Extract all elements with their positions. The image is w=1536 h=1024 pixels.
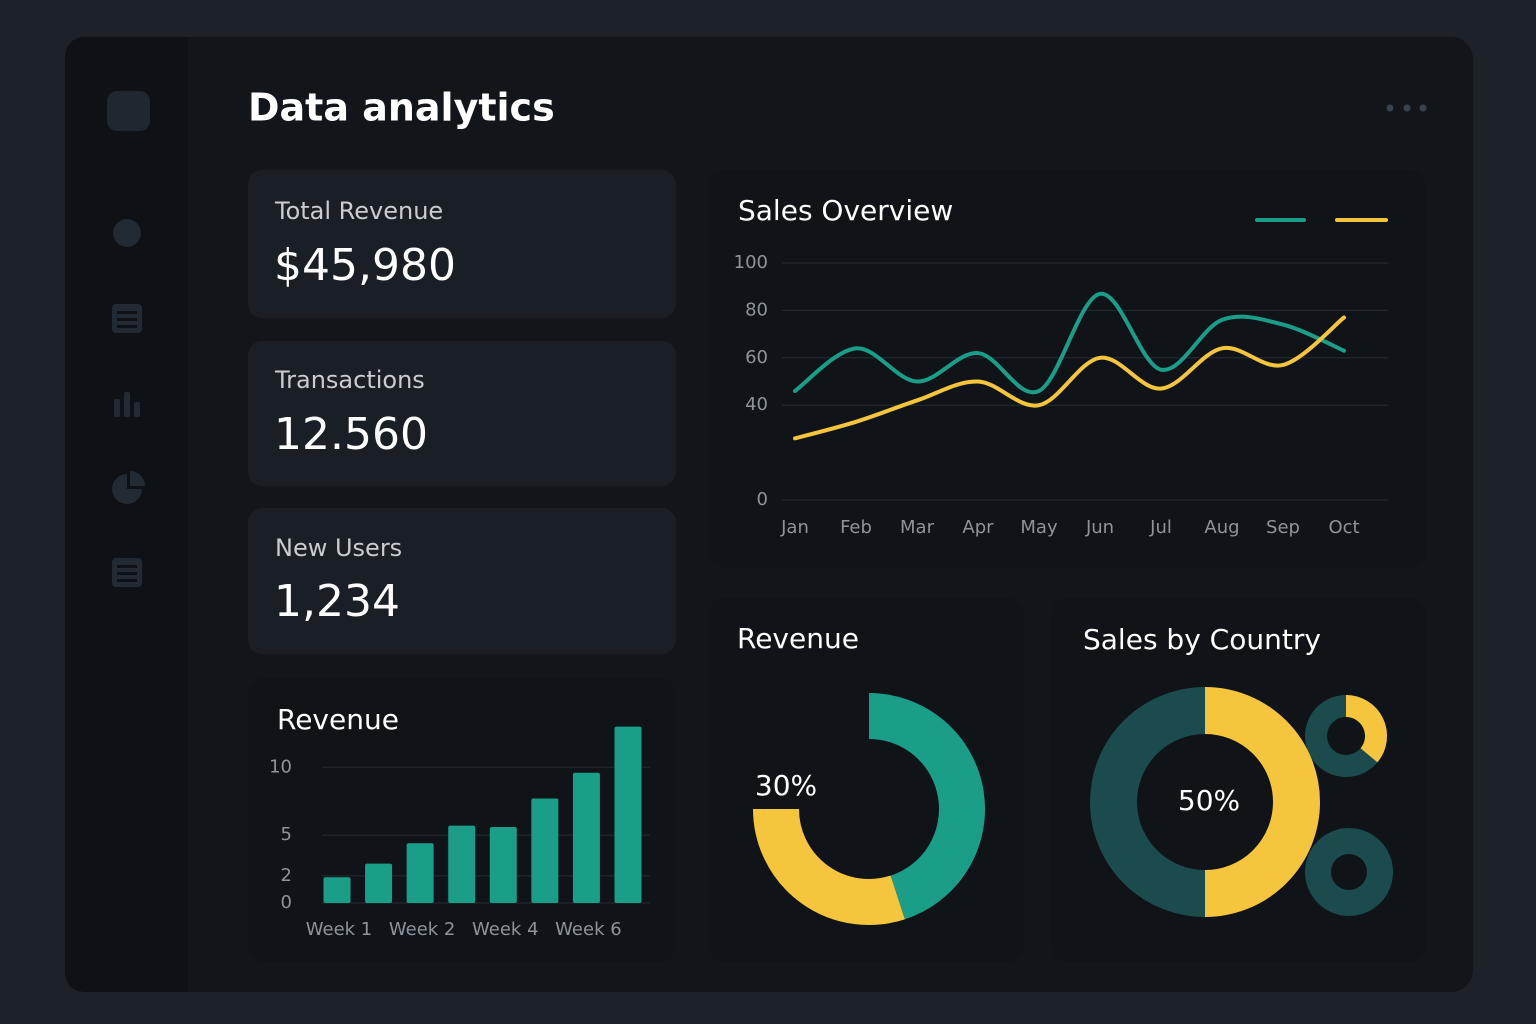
y-tick-label: 80 [745,299,768,320]
line-series [793,315,1346,441]
donut-segment [868,693,985,920]
nav-icon[interactable] [114,392,140,417]
mini-ring [1305,828,1393,916]
x-tick-label: Feb [840,517,872,538]
bar [614,726,642,903]
data-label: 50% [1178,784,1240,817]
y-tick-label: 40 [745,394,768,415]
x-tick-label: Jun [1085,517,1114,538]
x-tick-label: Mar [900,517,935,538]
donut-segment [1090,687,1206,917]
data-label: 30% [755,769,817,802]
line-series [793,291,1346,395]
bar [323,877,351,903]
bar [448,825,476,903]
bar [489,827,517,903]
sidebar [65,37,188,992]
x-tick-label: Week 4 [472,919,539,940]
menu-button[interactable] [1386,104,1427,112]
bar [406,843,434,903]
chart-title: Revenue [737,622,859,655]
x-tick-label: Jan [780,517,809,538]
y-tick-label: 100 [734,252,768,273]
bar [365,863,393,903]
stat-card [248,341,676,486]
x-tick-label: May [1020,517,1058,538]
x-tick-label: Sep [1266,517,1300,538]
x-tick-label: Week 6 [555,919,622,940]
x-tick-label: Aug [1204,517,1239,538]
x-tick-label: Week 1 [306,919,373,940]
chart-title: Revenue [277,703,399,736]
stat-value: $45,980 [274,240,456,291]
stat-value: 1,234 [274,576,400,627]
y-tick-label: 2 [281,865,292,886]
chart-card [248,678,676,962]
stat-card [248,170,676,318]
x-tick-label: Week 2 [389,919,456,940]
y-tick-label: 5 [281,824,292,845]
y-tick-label: 10 [269,756,292,777]
y-tick-label: 0 [281,892,292,913]
mini-ring [1305,695,1387,777]
logo[interactable] [107,91,150,131]
x-tick-label: Jul [1149,517,1172,538]
bar [572,772,600,903]
stat-card [248,508,676,654]
y-tick-label: 0 [757,489,768,510]
nav-icon[interactable] [112,304,142,333]
stat-label: Total Revenue [274,197,443,225]
x-tick-label: Oct [1328,517,1359,538]
nav-icon[interactable] [112,471,145,504]
y-tick-label: 60 [745,347,768,368]
page-title: Data analytics [248,86,555,130]
donut-segment [753,808,905,925]
x-tick-label: Apr [962,517,994,538]
stat-label: Transactions [274,366,425,394]
chart-card [708,170,1426,568]
nav-icon[interactable] [112,558,142,587]
stat-label: New Users [275,534,402,562]
chart-title: Sales by Country [1083,623,1321,656]
stat-value: 12.560 [274,409,428,460]
chart-title: Sales Overview [738,194,953,227]
bar [531,798,559,903]
nav-icon[interactable] [113,219,141,247]
donut-segment [1204,687,1320,917]
